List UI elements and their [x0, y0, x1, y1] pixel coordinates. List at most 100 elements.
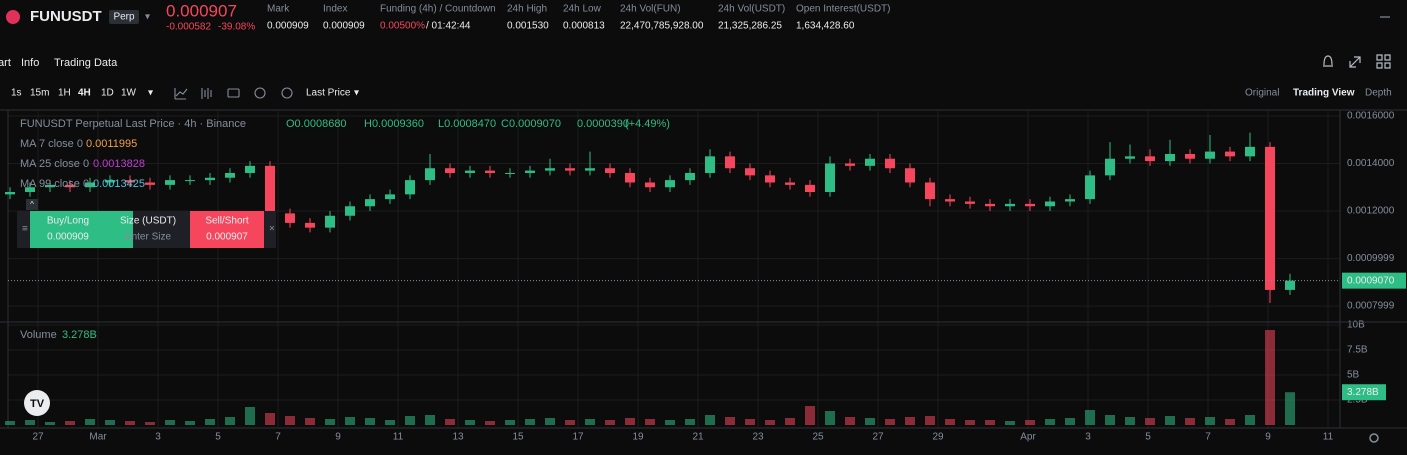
stat-value: 0.000909 [267, 21, 309, 32]
volume-bar [585, 419, 595, 425]
candle-body [1165, 153, 1175, 162]
candle-body [825, 163, 835, 192]
candle-body [1105, 158, 1115, 176]
volume-bar [1225, 419, 1235, 425]
volume-bar [705, 415, 715, 425]
volume-bar [945, 419, 955, 425]
settings-icon[interactable] [281, 87, 293, 99]
candle-body [265, 165, 275, 214]
ma-value: 0.0011995 [86, 138, 137, 150]
volume-bar [605, 420, 615, 425]
volume-bar [205, 419, 215, 425]
volume-tag [1342, 384, 1386, 401]
x-tick-label: 11 [393, 432, 404, 443]
size-input[interactable]: Enter Size [125, 232, 172, 243]
volume-bar [445, 419, 455, 425]
x-tick-label: 7 [1205, 432, 1211, 443]
close-panel[interactable]: × [269, 224, 275, 235]
volume-bar [505, 420, 515, 425]
price-type-dropdown[interactable]: ▾ [354, 88, 359, 99]
interval[interactable]: 1W [121, 88, 137, 99]
symbol[interactable]: FUNUSDT [30, 8, 102, 25]
volume-bar [1285, 392, 1295, 425]
volume-bar [485, 421, 495, 425]
candle-body [905, 168, 915, 183]
interval[interactable]: 1D [101, 88, 114, 99]
stat-value: 21,325,286.25 [718, 21, 782, 32]
volume-bar [1105, 415, 1115, 425]
expand-icon[interactable] [1349, 56, 1361, 68]
ohlc-value: C0.0009070 [501, 118, 561, 130]
interval[interactable]: 15m [30, 88, 49, 99]
buy-button[interactable] [30, 211, 133, 248]
x-tick-label: 5 [1145, 432, 1151, 443]
volume-bar [325, 419, 335, 425]
candle-body [1205, 151, 1215, 159]
sell-label[interactable]: Sell/Short [205, 216, 249, 227]
interval-dropdown[interactable]: ▾ [148, 88, 153, 99]
axis-settings[interactable] [1369, 433, 1379, 443]
tab[interactable]: Chart [0, 57, 11, 69]
collapse-icon[interactable]: ^ [30, 200, 34, 209]
sell-price[interactable]: 0.000907 [206, 232, 248, 243]
volume-bar [1185, 418, 1195, 425]
candle-body [505, 172, 515, 174]
view-option[interactable]: Trading View [1293, 88, 1355, 99]
drag-handle[interactable]: ≡ [22, 224, 28, 235]
candle-body [1265, 146, 1275, 290]
symbol-dropdown[interactable]: ▾ [145, 12, 150, 23]
candle-body [965, 201, 975, 204]
y-tick-label: 7.5B [1347, 345, 1368, 356]
x-tick-label: 27 [32, 432, 44, 443]
x-tick-label: 27 [872, 432, 884, 443]
candle-body [725, 156, 735, 169]
volume-bar [1205, 417, 1215, 425]
tv-logo-text: TV [30, 398, 45, 410]
tab[interactable]: Trading Data [54, 57, 118, 69]
layout-icon[interactable] [1376, 54, 1391, 69]
order-panel: ^ ≡ Buy/Long 0.000909 Size (USDT) Enter … [17, 199, 276, 248]
add-icon[interactable] [254, 87, 266, 99]
volume-bar [85, 419, 95, 425]
sell-button[interactable] [190, 211, 264, 248]
volume-bar [865, 418, 875, 425]
view-option[interactable]: Depth [1365, 88, 1392, 99]
x-tick-label: 3 [155, 432, 161, 443]
view-option[interactable]: Original [1245, 88, 1279, 99]
candle-body [185, 180, 195, 182]
volume-value: 3.278B [62, 329, 97, 341]
ma-name: MA 25 close 0 [20, 158, 89, 170]
interval[interactable]: 4H [78, 88, 91, 99]
chart-title: FUNUSDT Perpetual Last Price · 4h · Bina… [20, 118, 246, 130]
volume-bar [725, 417, 735, 425]
stat-label: 24h High [507, 4, 547, 15]
x-tick-label: 19 [632, 432, 644, 443]
volume-bar [1065, 418, 1075, 425]
tv-logo[interactable] [24, 390, 50, 416]
collapse-button[interactable] [26, 199, 38, 210]
volume-bar [405, 416, 415, 425]
candle-body [285, 213, 295, 223]
indicator-icon[interactable] [174, 88, 188, 100]
candle-body [1045, 201, 1055, 207]
price-type[interactable]: Last Price [306, 88, 351, 99]
camera-icon[interactable] [227, 88, 240, 98]
candle-body [425, 168, 435, 181]
buy-label[interactable]: Buy/Long [47, 216, 89, 227]
candle-body [1025, 203, 1035, 207]
ma-value: 0.0013425 [93, 178, 145, 190]
x-tick-label: 25 [812, 432, 824, 443]
volume-bar [305, 418, 315, 425]
ohlc-value: H0.0009360 [364, 118, 424, 130]
tab[interactable]: Info [21, 57, 39, 69]
volume-bar [665, 420, 675, 425]
buy-price[interactable]: 0.000909 [47, 232, 89, 243]
badge-bg [109, 10, 139, 24]
interval[interactable]: 1H [58, 88, 71, 99]
candle-body [225, 172, 235, 178]
interval[interactable]: 1s [11, 88, 22, 99]
bell-icon[interactable] [1323, 55, 1333, 67]
candle-body [385, 194, 395, 200]
chart-type-icon[interactable] [201, 88, 212, 99]
